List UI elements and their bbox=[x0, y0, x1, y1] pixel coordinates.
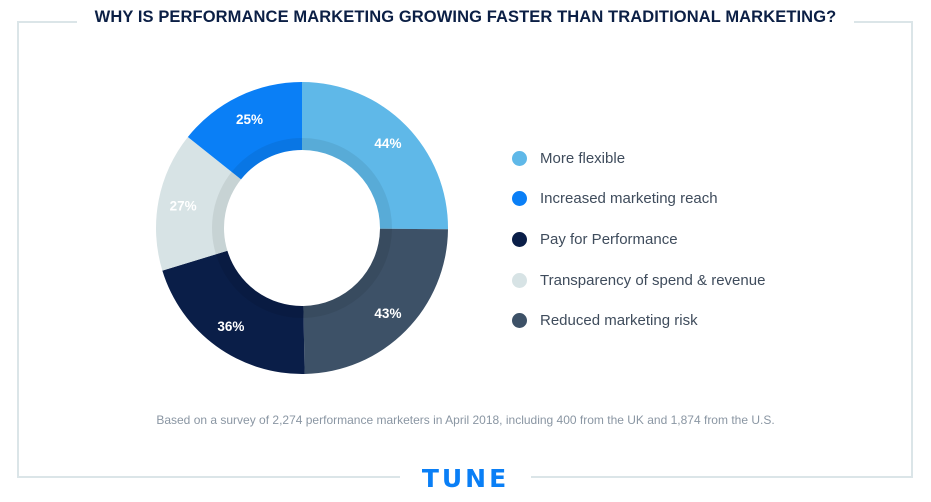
legend-label: Increased marketing reach bbox=[540, 190, 718, 208]
slice-label: 25% bbox=[236, 112, 263, 127]
donut-slice bbox=[187, 82, 302, 180]
legend: More flexible Increased marketing reach … bbox=[512, 138, 765, 341]
legend-item: Reduced marketing risk bbox=[512, 300, 765, 341]
legend-label: Pay for Performance bbox=[540, 230, 678, 248]
legend-swatch bbox=[512, 150, 527, 166]
legend-item: Transparency of spend & revenue bbox=[512, 260, 765, 301]
donut-inner-shade bbox=[212, 171, 242, 255]
legend-swatch bbox=[512, 231, 527, 247]
legend-label: Transparency of spend & revenue bbox=[540, 271, 766, 289]
donut-slice bbox=[303, 228, 448, 374]
donut-slice bbox=[302, 82, 448, 230]
legend-swatch bbox=[512, 272, 527, 288]
slice-label: 36% bbox=[217, 319, 244, 334]
donut-inner-shade bbox=[303, 228, 392, 318]
tune-logo: TUNE bbox=[399, 464, 532, 493]
legend-item: More flexible bbox=[512, 138, 765, 179]
legend-swatch bbox=[512, 191, 527, 207]
legend-label: More flexible bbox=[540, 149, 626, 167]
slice-label: 27% bbox=[170, 198, 197, 213]
legend-item: Pay for Performance bbox=[512, 219, 765, 260]
slice-label: 43% bbox=[374, 306, 401, 321]
donut-slice bbox=[156, 136, 242, 271]
footnote: Based on a survey of 2,274 performance m… bbox=[156, 413, 775, 427]
chart-title: WHY IS PERFORMANCE MARKETING GROWING FAS… bbox=[76, 8, 855, 26]
donut-inner-shade bbox=[231, 138, 302, 180]
brand-logo-wrap: TUNE bbox=[0, 464, 931, 493]
legend-item: Increased marketing reach bbox=[512, 179, 765, 220]
chart-title-wrap: WHY IS PERFORMANCE MARKETING GROWING FAS… bbox=[0, 8, 931, 27]
donut-inner-shade bbox=[302, 138, 392, 229]
donut-inner-shade bbox=[215, 250, 304, 318]
slice-label: 44% bbox=[374, 136, 401, 151]
legend-label: Reduced marketing risk bbox=[540, 312, 698, 330]
donut-slice bbox=[162, 250, 305, 374]
legend-swatch bbox=[512, 313, 527, 329]
